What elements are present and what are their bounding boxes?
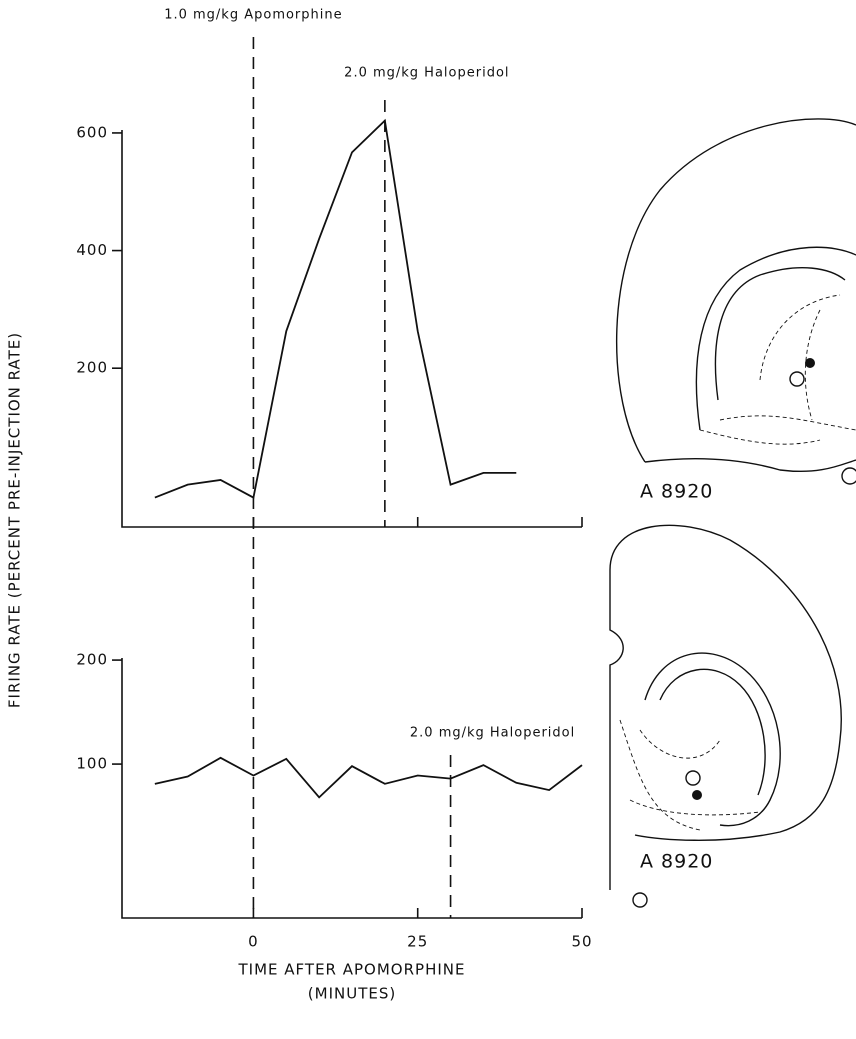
data-line	[154, 756, 583, 799]
recording-site	[805, 358, 815, 368]
injection-label: 2.0 mg/kg Haloperidol	[410, 726, 575, 741]
y-tick-label: 400	[76, 241, 108, 259]
x-axis-label: TIME AFTER APOMORPHINE	[238, 961, 466, 979]
x-tick-label: 25	[407, 933, 428, 951]
y-axis-label: FIRING RATE (PERCENT PRE-INJECTION RATE)	[6, 332, 24, 708]
section-label: A 8920	[640, 481, 713, 503]
brain-section-top	[615, 118, 856, 485]
axis-line	[121, 658, 582, 919]
brain-section-bottom	[609, 524, 842, 908]
x-tick-label: 50	[571, 933, 592, 951]
x-axis-unit: (MINUTES)	[308, 985, 396, 1003]
y-tick-label: 200	[76, 651, 108, 669]
axis-line	[121, 130, 582, 528]
injection-label: 1.0 mg/kg Apomorphine	[164, 8, 342, 23]
electrode-site	[789, 371, 805, 387]
y-tick-label: 200	[76, 359, 108, 377]
electrode-site	[841, 467, 856, 485]
section-label: A 8920	[640, 851, 713, 873]
x-tick-label: 0	[248, 933, 259, 951]
injection-label: 2.0 mg/kg Haloperidol	[344, 66, 509, 81]
data-line	[154, 118, 517, 499]
y-tick-label: 600	[76, 123, 108, 141]
recording-site	[692, 790, 702, 800]
electrode-site	[632, 892, 648, 908]
electrode-site	[685, 770, 701, 786]
y-tick-label: 100	[76, 755, 108, 773]
